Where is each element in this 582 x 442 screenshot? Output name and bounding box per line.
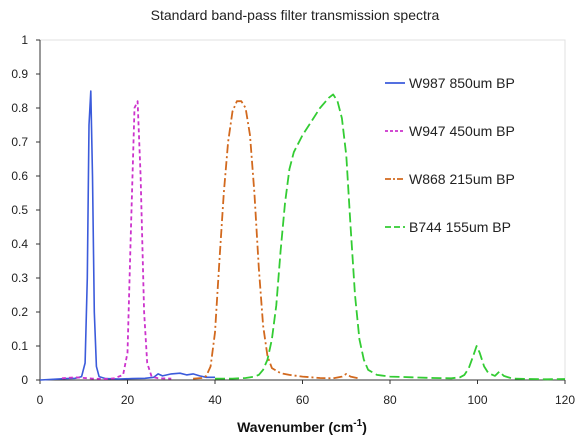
- x-tick-label: 20: [121, 393, 135, 407]
- x-axis-label-close: ): [362, 419, 367, 435]
- series-line-3: [193, 100, 360, 380]
- x-tick-label: 0: [37, 393, 44, 407]
- y-tick-label: 0.4: [11, 237, 28, 251]
- x-axis-label: Wavenumber (cm-1): [237, 418, 367, 435]
- y-tick-label: 1: [21, 33, 28, 47]
- x-tick-label: 40: [208, 393, 222, 407]
- legend-label-2: W947 450um BP: [409, 123, 515, 139]
- y-tick-label: 0: [21, 373, 28, 387]
- x-tick-label: 80: [383, 393, 397, 407]
- x-tick-label: 120: [555, 393, 575, 407]
- legend-label-3: W868 215um BP: [409, 171, 515, 187]
- y-tick-label: 0.8: [11, 101, 28, 115]
- series-line-4: [215, 93, 566, 381]
- y-ticks: 0 0.1 0.2 0.3 0.4 0.5 0.6 0.7 0.8 0.9 1: [11, 33, 40, 387]
- y-tick-label: 0.7: [11, 135, 28, 149]
- legend-label-4: B744 155um BP: [409, 219, 511, 235]
- x-tick-label: 60: [296, 393, 310, 407]
- series-lines: [39, 90, 566, 381]
- y-tick-label: 0.2: [11, 305, 28, 319]
- series-line-2: [61, 100, 172, 380]
- y-tick-label: 0.5: [11, 203, 28, 217]
- y-tick-label: 0.3: [11, 271, 28, 285]
- x-axis-label-superscript: -1: [353, 418, 362, 429]
- plot-area: [39, 39, 566, 381]
- plot-frame: [39, 39, 566, 381]
- y-tick-label: 0.9: [11, 67, 28, 81]
- y-tick-label: 0.6: [11, 169, 28, 183]
- chart-title: Standard band-pass filter transmission s…: [151, 7, 440, 23]
- legend-label-1: W987 850um BP: [409, 75, 515, 91]
- y-tick-label: 0.1: [11, 339, 28, 353]
- legend: W987 850um BP W947 450um BP W868 215um BP B…: [385, 75, 515, 235]
- x-tick-label: 100: [467, 393, 487, 407]
- x-axis-label-main: Wavenumber (cm: [237, 419, 353, 435]
- x-ticks: 0 20 40 60 80 100 120: [37, 380, 575, 407]
